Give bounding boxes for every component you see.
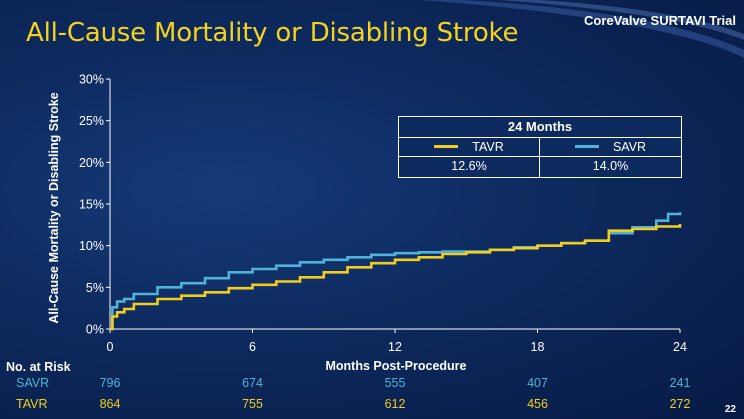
chart-ticks: 0% 5% 10% 15% 20% 25% 30% 0 6 12 18 24 <box>79 73 687 355</box>
legend-tavr-cell: TAVR <box>399 138 540 156</box>
risk-value: 241 <box>670 376 691 390</box>
x-tick-label: 24 <box>673 340 687 354</box>
x-tick-label: 6 <box>249 340 256 354</box>
legend-savr-label: SAVR <box>612 140 647 154</box>
y-tick-label: 15% <box>79 198 104 212</box>
y-tick-label: 30% <box>79 73 104 87</box>
risk-value: 407 <box>527 376 548 390</box>
y-tick-label: 0% <box>86 323 104 337</box>
risk-value: 555 <box>385 376 406 390</box>
y-tick-label: 20% <box>79 156 104 170</box>
risk-value: 456 <box>527 397 548 411</box>
risk-value: 674 <box>242 376 263 390</box>
series-line-savr <box>110 212 682 331</box>
savr-swatch <box>574 145 599 149</box>
x-tick-label: 12 <box>388 340 402 354</box>
y-tick-label: 10% <box>79 239 104 253</box>
risk-value: 864 <box>100 397 121 411</box>
y-axis-label: All-Cause Mortality or Disabling Stroke <box>47 92 61 323</box>
tavr-swatch <box>434 145 459 149</box>
brand-label: CoreValve SURTAVI Trial <box>584 13 736 28</box>
series-line-tavr <box>110 224 682 331</box>
risk-table-heading: No. at Risk <box>6 360 71 374</box>
legend-header: 24 Months <box>399 117 681 138</box>
legend-table: 24 Months TAVR SAVR 12.6% 14.0% <box>398 116 682 178</box>
y-tick-label: 5% <box>86 281 104 295</box>
risk-value: 796 <box>100 376 121 390</box>
risk-value: 612 <box>385 397 406 411</box>
slide-title: All-Cause Mortality or Disabling Stroke <box>26 18 519 48</box>
legend-names-row: TAVR SAVR <box>399 138 681 157</box>
legend-tavr-value: 12.6% <box>399 157 540 177</box>
risk-table: SAVR 796 674 555 407 241 TAVR 864 755 612 456 272 <box>16 376 690 411</box>
risk-row-label: SAVR <box>16 376 49 390</box>
slide-number: 22 <box>724 404 736 415</box>
risk-row-label: TAVR <box>16 397 47 411</box>
y-tick-label: 25% <box>79 114 104 128</box>
x-tick-label: 18 <box>531 340 545 354</box>
legend-tavr-label: TAVR <box>472 140 504 154</box>
legend-savr-cell: SAVR <box>540 138 681 156</box>
legend-values-row: 12.6% 14.0% <box>399 157 681 177</box>
risk-value: 272 <box>670 397 691 411</box>
x-axis-label: Months Post-Procedure <box>326 359 467 373</box>
chart-lines <box>110 212 682 331</box>
legend-savr-value: 14.0% <box>592 159 629 173</box>
x-tick-label: 0 <box>107 340 114 354</box>
risk-value: 755 <box>242 397 263 411</box>
